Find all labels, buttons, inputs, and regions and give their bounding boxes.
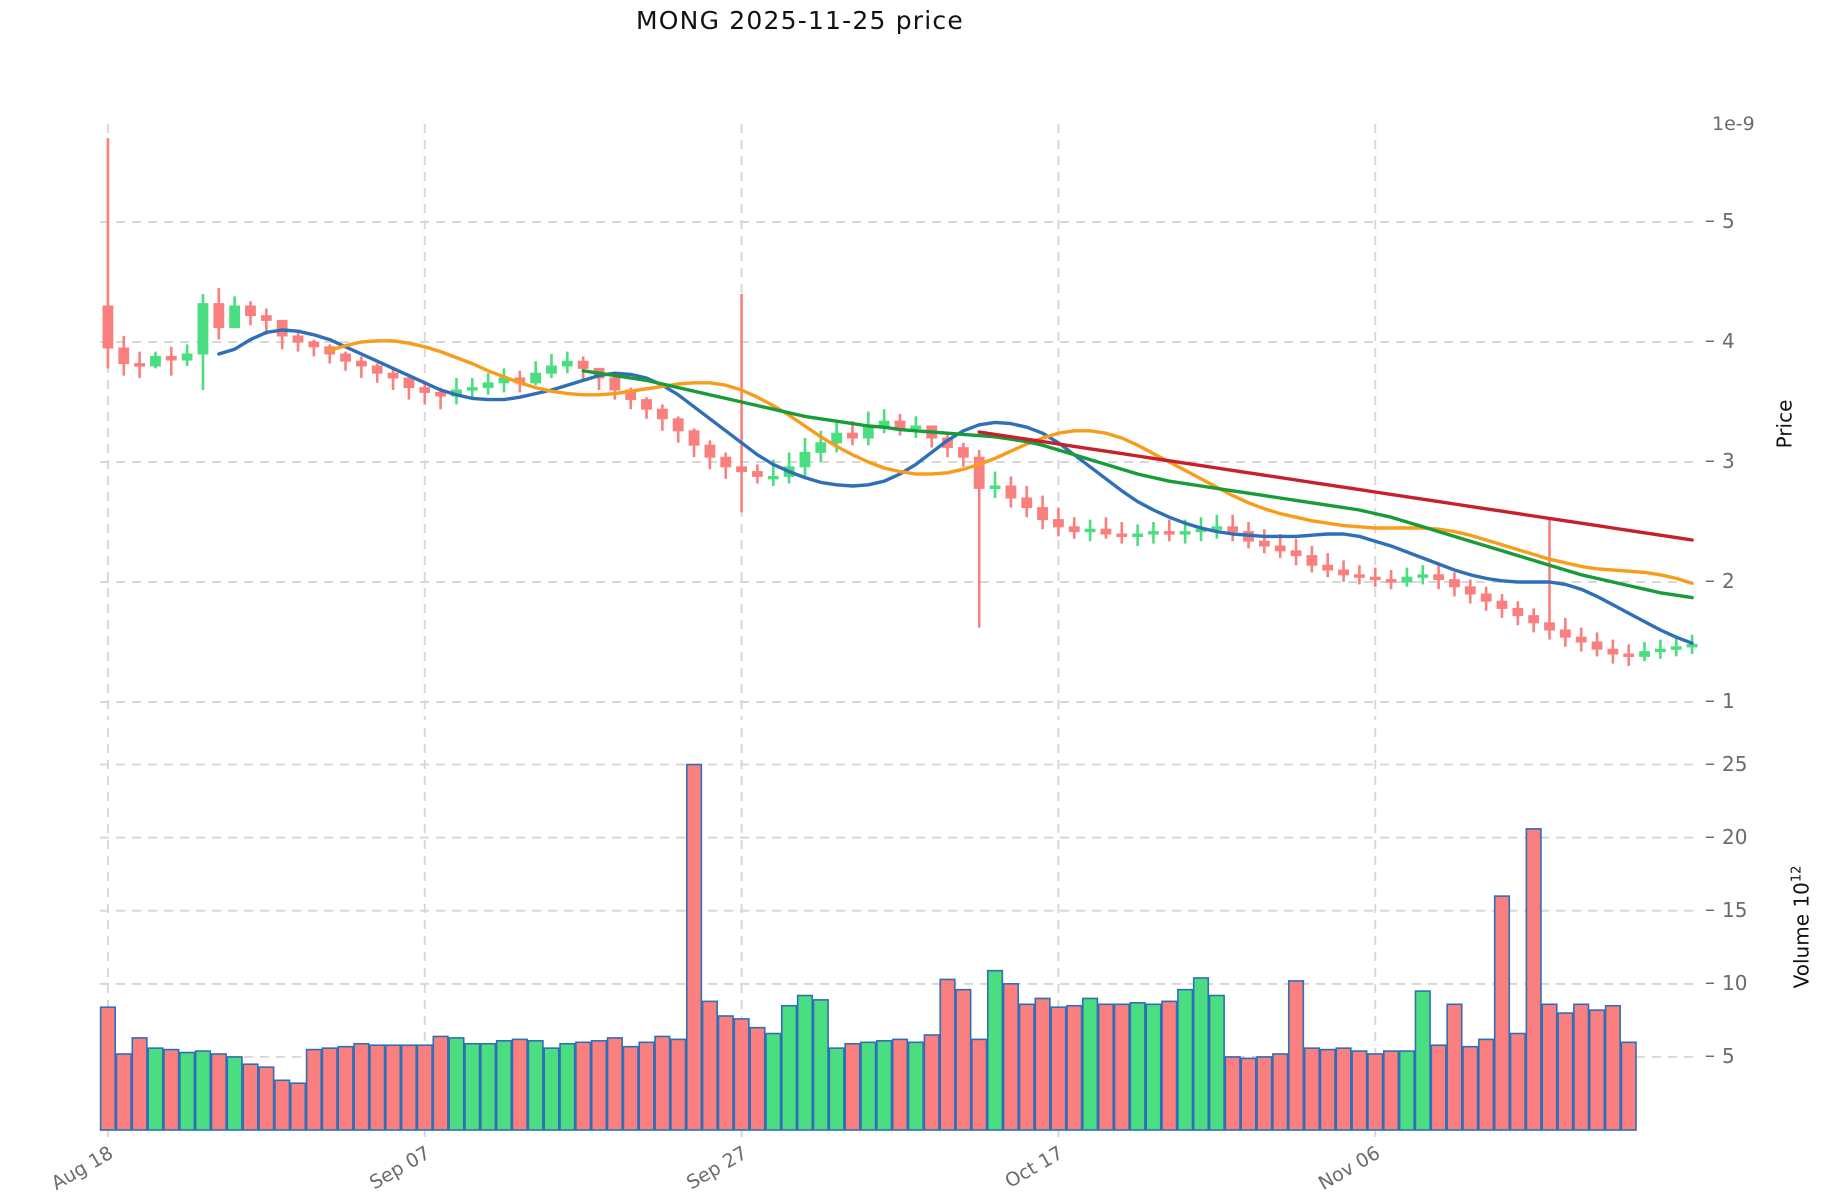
- x-tick-label: Sep 27: [682, 1142, 751, 1195]
- price-tick-label: 5: [1722, 209, 1735, 233]
- price-tick-label: 3: [1722, 449, 1735, 473]
- price-tick-mark: –: [1705, 208, 1715, 232]
- volume-axis-label: Volume 1012: [1789, 866, 1813, 989]
- price-tick-mark: –: [1705, 328, 1715, 352]
- volume-tick-mark: –: [1705, 969, 1715, 994]
- x-tick-label: Nov 06: [1314, 1142, 1385, 1195]
- x-tick-label: Sep 07: [365, 1142, 434, 1195]
- volume-axis-base: 10: [1789, 882, 1814, 908]
- volume-axis-text: Volume: [1789, 913, 1814, 989]
- price-chart-panel: [100, 124, 1700, 720]
- price-tick-mark: –: [1705, 448, 1715, 472]
- price-tick-label: 2: [1722, 569, 1735, 593]
- volume-tick-label: 25: [1722, 751, 1748, 776]
- price-tick-mark: –: [1705, 688, 1715, 712]
- page-title: MONG 2025-11-25 price: [636, 6, 964, 35]
- x-tick-label: Oct 17: [1001, 1142, 1068, 1193]
- price-tick-label: 1: [1722, 689, 1735, 713]
- volume-plot: [99, 728, 1700, 1140]
- price-plot: [100, 124, 1700, 720]
- volume-tick-label: 5: [1722, 1043, 1735, 1068]
- price-tick-mark: –: [1705, 568, 1715, 592]
- volume-tick-label: 10: [1722, 970, 1748, 995]
- x-tick-label: Aug 18: [47, 1142, 117, 1195]
- volume-tick-label: 15: [1722, 897, 1748, 922]
- volume-tick-mark: –: [1705, 896, 1715, 921]
- volume-chart-panel: [99, 728, 1700, 1140]
- volume-axis-exponent: 12: [1789, 865, 1805, 883]
- price-tick-label: 4: [1722, 329, 1735, 353]
- volume-tick-label: 20: [1722, 824, 1748, 849]
- price-axis-label: Price: [1772, 399, 1797, 449]
- price-offset-label: 1e-9: [1712, 113, 1755, 135]
- volume-tick-mark: –: [1705, 750, 1715, 775]
- volume-tick-mark: –: [1705, 823, 1715, 848]
- volume-tick-mark: –: [1705, 1042, 1715, 1067]
